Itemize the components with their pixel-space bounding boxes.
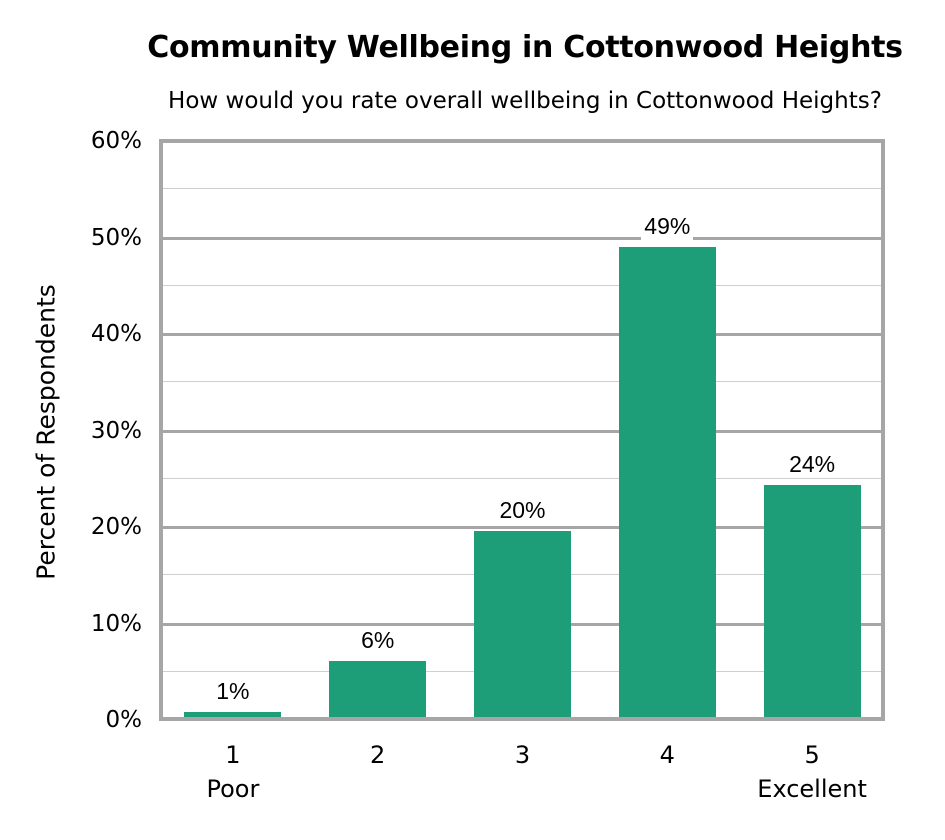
y-tick-label: 10%	[90, 610, 142, 637]
bar-4	[618, 247, 716, 720]
bar-2	[329, 661, 427, 720]
chart-title: Community Wellbeing in Cottonwood Height…	[147, 30, 903, 65]
minor-gridline	[161, 477, 885, 479]
bar-value-label: 49%	[641, 213, 694, 241]
major-gridline	[161, 333, 885, 336]
y-tick-label: 30%	[90, 417, 142, 444]
minor-gridline	[161, 284, 885, 286]
bar-value-label: 6%	[358, 627, 398, 655]
y-tick-label: 50%	[90, 224, 142, 251]
bar-value-label: 1%	[213, 678, 253, 706]
bar-5	[763, 484, 861, 720]
bar-value-label: 20%	[496, 496, 549, 524]
major-gridline	[161, 429, 885, 433]
major-gridline	[161, 526, 885, 529]
bar-value-label: 24%	[786, 450, 839, 478]
major-gridline	[161, 236, 885, 240]
chart-subtitle: How would you rate overall wellbeing in …	[168, 88, 882, 114]
y-axis-label: Percent of Respondents	[31, 284, 61, 580]
x-tick-label: 4	[659, 741, 675, 769]
bar-1	[184, 712, 282, 720]
y-tick-label: 20%	[90, 514, 142, 540]
x-tick-label: 5 Excellent	[757, 741, 867, 803]
y-tick-label: 0%	[105, 707, 143, 733]
y-tick-label: 60%	[90, 128, 142, 154]
minor-gridline	[161, 381, 885, 383]
x-tick-label: 3	[514, 741, 531, 769]
y-tick-label: 40%	[90, 321, 142, 347]
x-tick-label: 2	[370, 741, 386, 769]
bar-3	[474, 530, 571, 720]
minor-gridline	[161, 188, 885, 190]
x-tick-label: 1 Poor	[206, 741, 260, 803]
